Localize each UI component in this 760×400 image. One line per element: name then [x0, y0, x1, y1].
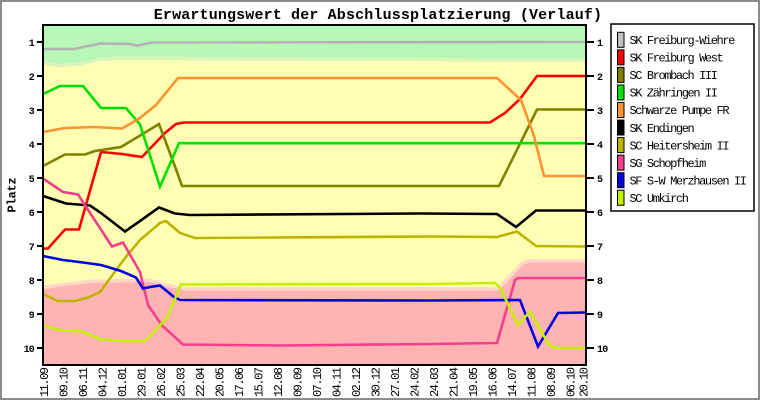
svg-text:4: 4: [29, 141, 35, 152]
svg-text:7: 7: [597, 243, 603, 254]
svg-text:14.07: 14.07: [506, 367, 520, 397]
svg-text:01.01: 01.01: [116, 367, 130, 397]
svg-text:SF S-W Merzhausen II: SF S-W Merzhausen II: [630, 174, 746, 188]
svg-text:3: 3: [29, 107, 35, 118]
svg-text:1: 1: [29, 39, 35, 50]
svg-text:10: 10: [24, 345, 35, 356]
svg-text:5: 5: [29, 175, 35, 186]
svg-text:06.11: 06.11: [77, 367, 91, 397]
svg-text:26.02: 26.02: [155, 367, 169, 397]
svg-text:SK Endingen: SK Endingen: [630, 122, 695, 136]
svg-text:20.10: 20.10: [578, 367, 592, 397]
svg-text:06.10: 06.10: [565, 367, 579, 397]
svg-text:11.09: 11.09: [38, 367, 52, 397]
svg-text:22.04: 22.04: [194, 367, 208, 397]
svg-text:04.11: 04.11: [331, 367, 345, 397]
svg-text:19.05: 19.05: [467, 367, 481, 397]
svg-text:11.08: 11.08: [526, 367, 540, 397]
svg-text:9: 9: [29, 311, 35, 322]
svg-text:29.01: 29.01: [136, 367, 150, 397]
svg-text:02.12: 02.12: [350, 367, 364, 397]
svg-text:2: 2: [29, 73, 35, 84]
svg-text:20.05: 20.05: [214, 367, 228, 397]
svg-text:SC Heitersheim II: SC Heitersheim II: [630, 139, 729, 153]
svg-text:8: 8: [597, 277, 603, 288]
svg-text:8: 8: [29, 277, 35, 288]
svg-text:21.04: 21.04: [448, 367, 462, 397]
svg-text:Erwartungswert der Abschlusspl: Erwartungswert der Abschlussplatzierung …: [154, 7, 602, 24]
svg-text:09.10: 09.10: [58, 367, 72, 397]
svg-text:24.02: 24.02: [409, 367, 423, 397]
svg-text:10: 10: [597, 345, 608, 356]
svg-text:6: 6: [597, 209, 603, 220]
svg-text:16.06: 16.06: [487, 367, 501, 397]
svg-text:24.03: 24.03: [428, 367, 442, 397]
svg-text:Platz: Platz: [6, 177, 20, 212]
svg-text:SK Freiburg-Wiehre: SK Freiburg-Wiehre: [630, 34, 736, 48]
svg-text:07.10: 07.10: [311, 367, 325, 397]
svg-text:2: 2: [597, 73, 603, 84]
svg-text:SG Schopfheim: SG Schopfheim: [630, 157, 707, 171]
svg-text:9: 9: [597, 311, 603, 322]
svg-text:SK Freiburg West: SK Freiburg West: [630, 52, 723, 66]
svg-text:4: 4: [597, 141, 603, 152]
svg-text:15.07: 15.07: [253, 367, 267, 397]
svg-text:SC Umkirch: SC Umkirch: [630, 192, 689, 206]
svg-text:7: 7: [29, 243, 35, 254]
svg-text:SK Zähringen II: SK Zähringen II: [630, 87, 717, 101]
svg-text:SC Brombach III: SC Brombach III: [630, 69, 717, 83]
svg-text:30.12: 30.12: [370, 367, 384, 397]
svg-text:09.09: 09.09: [292, 367, 306, 397]
svg-text:Schwarze Pumpe FR: Schwarze Pumpe FR: [630, 104, 730, 118]
svg-text:6: 6: [29, 209, 35, 220]
svg-text:3: 3: [597, 107, 603, 118]
svg-text:12.08: 12.08: [272, 367, 286, 397]
svg-text:08.09: 08.09: [545, 367, 559, 397]
svg-text:1: 1: [597, 39, 603, 50]
svg-text:25.03: 25.03: [175, 367, 189, 397]
svg-text:04.12: 04.12: [97, 367, 111, 397]
svg-text:5: 5: [597, 175, 603, 186]
svg-text:27.01: 27.01: [389, 367, 403, 397]
svg-text:17.06: 17.06: [233, 367, 247, 397]
